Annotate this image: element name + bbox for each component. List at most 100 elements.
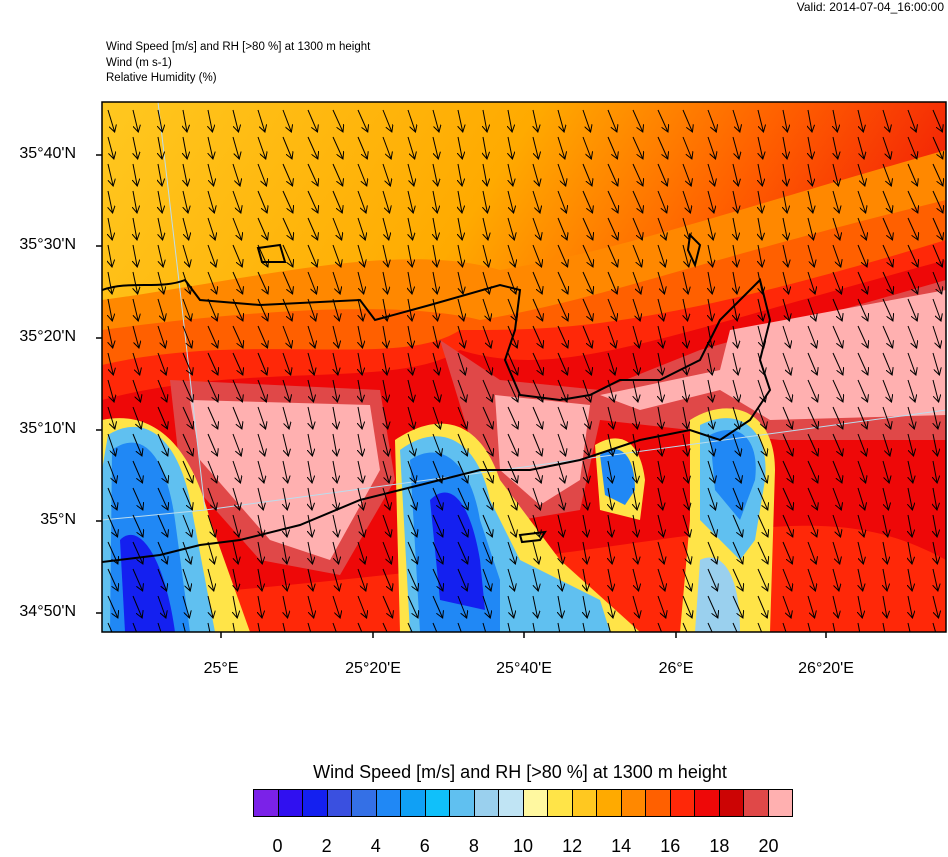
wind-arrow (932, 298, 941, 321)
wind-arrow (632, 352, 639, 375)
wind-arrow (132, 460, 143, 483)
wind-arrow (682, 244, 689, 267)
wind-arrow (308, 460, 312, 483)
wind-arrow (383, 298, 387, 321)
wind-arrow (608, 514, 612, 537)
wind-arrow (507, 514, 516, 537)
colorbar (253, 789, 793, 817)
wind-arrow (457, 325, 465, 348)
wind-arrow (857, 325, 868, 348)
colorbar-tick-label: 4 (370, 836, 381, 856)
wind-arrow (683, 406, 687, 429)
wind-arrow (433, 217, 437, 240)
wind-arrow (907, 244, 918, 267)
wind-arrow (657, 271, 664, 294)
wind-arrow (307, 379, 313, 402)
wind-arrow (532, 298, 543, 321)
wind-arrow (308, 433, 312, 456)
wind-arrow (107, 136, 114, 159)
wind-arrow (382, 163, 390, 186)
wind-arrow (107, 487, 117, 510)
wind-arrow (932, 406, 938, 429)
wind-arrow (182, 352, 192, 375)
wind-arrow (908, 568, 912, 591)
wind-arrow (607, 244, 618, 267)
wind-arrow (382, 433, 388, 456)
wind-arrow (132, 379, 141, 402)
wind-arrow (307, 136, 318, 159)
colorbar-swatch (719, 790, 744, 816)
wind-arrow (182, 244, 189, 267)
wind-arrow (207, 514, 215, 537)
wind-arrow (157, 379, 167, 402)
wind-arrow (257, 622, 261, 632)
wind-arrow (757, 109, 763, 132)
wind-arrow (932, 217, 943, 240)
colorbar-swatch (597, 790, 622, 816)
wind-arrow (533, 109, 538, 132)
wind-arrow (857, 514, 864, 537)
wind-arrow (282, 352, 291, 375)
wind-arrow (732, 595, 743, 618)
wind-arrow (757, 487, 768, 510)
wind-arrow (382, 487, 390, 510)
wind-arrow (132, 514, 143, 537)
wind-arrow (357, 244, 364, 267)
colorbar-tick-label: 14 (611, 836, 632, 856)
wind-arrow (557, 433, 566, 456)
wind-arrow (832, 352, 843, 375)
wind-arrow (432, 109, 439, 132)
wind-arrow (483, 163, 487, 186)
wind-arrow (932, 136, 943, 159)
wind-arrow (283, 541, 287, 564)
wind-arrow (558, 595, 562, 618)
wind-arrow (332, 568, 339, 591)
wind-arrow (783, 136, 787, 159)
wind-arrow (507, 352, 518, 375)
wind-arrow (557, 325, 568, 348)
wind-arrow (332, 217, 342, 240)
wind-arrow (308, 487, 312, 510)
wind-arrow (132, 595, 142, 618)
wind-arrow (807, 568, 815, 591)
wind-arrow (232, 136, 239, 159)
wind-arrow (633, 541, 638, 564)
colorbar-title: Wind Speed [m/s] and RH [>80 %] at 1300 … (313, 762, 727, 782)
wind-arrow (333, 433, 337, 456)
wind-arrow (907, 109, 916, 132)
wind-arrow (432, 622, 438, 632)
wind-arrow (157, 460, 168, 483)
wind-arrow (107, 595, 118, 618)
wind-arrow (357, 514, 364, 537)
wind-arrow (807, 487, 817, 510)
wind-arrow (883, 595, 887, 618)
wind-arrow (257, 109, 265, 132)
wind-arrow (382, 109, 392, 132)
wind-arrow (507, 595, 514, 618)
wind-arrow (107, 109, 115, 132)
wind-arrow (633, 460, 637, 483)
wind-arrow (432, 325, 438, 348)
wind-arrow (333, 460, 337, 483)
wind-arrow (907, 325, 917, 348)
wind-arrow (708, 325, 712, 348)
wind-arrow (508, 109, 512, 132)
wind-arrow (232, 163, 240, 186)
wind-arrow (382, 568, 392, 591)
wind-arrow (207, 487, 216, 510)
wind-arrow (507, 217, 514, 240)
wind-arrow (383, 325, 387, 348)
colorbar-swatch (327, 790, 352, 816)
wind-arrow (257, 271, 268, 294)
wind-arrow (232, 622, 236, 632)
wind-arrow (608, 433, 613, 456)
wind-arrow (232, 541, 238, 564)
wind-arrow (358, 379, 362, 402)
wind-arrow (607, 622, 611, 632)
wind-arrow (507, 406, 518, 429)
wind-label: Wind (m s-1) (106, 57, 172, 69)
wind-arrow (257, 190, 267, 213)
wind-arrow (682, 217, 690, 240)
wind-arrow (357, 541, 365, 564)
wind-arrow (907, 217, 918, 240)
